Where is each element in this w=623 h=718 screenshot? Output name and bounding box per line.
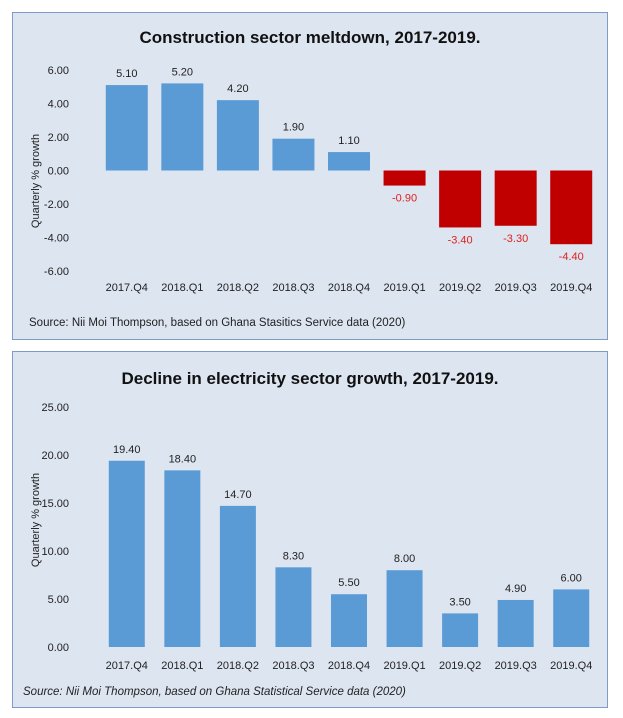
plot-area: 25.00 20.00 15.00 10.00 5.00 0.00 19.40 2017.Q4… bbox=[41, 402, 592, 672]
x-tick-label: 2019.Q3 bbox=[495, 660, 537, 672]
bar-2017.Q4 bbox=[105, 85, 148, 171]
x-tick-label: 2017.Q4 bbox=[106, 660, 148, 672]
x-tick-label: 2019.Q1 bbox=[383, 282, 425, 294]
bar-2018.Q4 bbox=[331, 594, 367, 647]
x-tick-label: 2018.Q4 bbox=[328, 282, 370, 294]
data-label: 4.90 bbox=[505, 583, 526, 595]
data-label: 1.90 bbox=[283, 122, 304, 134]
data-label: 1.10 bbox=[338, 135, 359, 147]
data-label: -4.40 bbox=[559, 251, 584, 263]
y-axis-label: Quarterly % growth bbox=[30, 134, 42, 228]
x-tick-label: 2018.Q3 bbox=[272, 660, 314, 672]
y-tick-label: -4.00 bbox=[44, 233, 69, 245]
bar-2018.Q1 bbox=[164, 470, 201, 647]
source-note: Source: Nii Moi Thompson, based on Ghana… bbox=[29, 317, 405, 329]
bar-2019.Q3 bbox=[494, 170, 537, 226]
bar-2018.Q1 bbox=[161, 83, 204, 171]
data-label: 19.40 bbox=[113, 444, 141, 456]
y-tick-label: 0.00 bbox=[48, 642, 69, 654]
x-tick-label: 2018.Q3 bbox=[272, 282, 314, 294]
bar-2019.Q1 bbox=[383, 170, 426, 186]
x-tick-label: 2019.Q2 bbox=[439, 660, 481, 672]
bar-2018.Q4 bbox=[328, 152, 370, 171]
chart-title: Construction sector meltdown, 2017-2019. bbox=[139, 28, 480, 47]
data-label: 14.70 bbox=[224, 489, 252, 501]
construction-chart-panel: Construction sector meltdown, 2017-2019.… bbox=[12, 12, 608, 340]
bar-2018.Q2 bbox=[216, 100, 259, 171]
bar-2019.Q4 bbox=[550, 170, 593, 245]
data-label: 6.00 bbox=[561, 572, 582, 584]
x-tick-label: 2019.Q2 bbox=[439, 282, 481, 294]
bar-2018.Q2 bbox=[219, 505, 256, 647]
electricity-chart: Decline in electricity sector growth, 20… bbox=[23, 369, 592, 698]
data-label: -3.30 bbox=[503, 233, 528, 245]
x-tick-label: 2018.Q4 bbox=[328, 660, 370, 672]
data-label: 8.30 bbox=[283, 550, 304, 562]
plot-area: 6.00 4.00 2.00 0.00 -2.00 -4.00 -6.00 5.10 2017.… bbox=[44, 65, 592, 294]
data-label: 5.20 bbox=[172, 66, 193, 78]
y-tick-label: 10.00 bbox=[41, 546, 69, 558]
data-label: -0.90 bbox=[392, 193, 417, 205]
chart-title: Decline in electricity sector growth, 20… bbox=[122, 369, 499, 388]
x-tick-label: 2018.Q1 bbox=[161, 660, 203, 672]
y-tick-label: 6.00 bbox=[48, 65, 69, 77]
y-tick-label: 4.00 bbox=[48, 99, 69, 111]
y-tick-label: 5.00 bbox=[48, 594, 69, 606]
data-label: 18.40 bbox=[169, 453, 197, 465]
bar-2019.Q1 bbox=[386, 570, 423, 647]
bar-2019.Q3 bbox=[497, 599, 534, 647]
data-label: 3.50 bbox=[449, 596, 470, 608]
construction-chart: Construction sector meltdown, 2017-2019.… bbox=[29, 28, 592, 329]
x-tick-label: 2019.Q3 bbox=[495, 282, 537, 294]
y-tick-label: 2.00 bbox=[48, 132, 69, 144]
y-tick-label: 25.00 bbox=[41, 402, 69, 414]
x-tick-label: 2018.Q2 bbox=[217, 282, 259, 294]
electricity-chart-panel: Decline in electricity sector growth, 20… bbox=[12, 351, 608, 708]
data-label: 5.10 bbox=[116, 68, 137, 80]
y-tick-label: -6.00 bbox=[44, 266, 69, 278]
x-tick-label: 2019.Q1 bbox=[383, 660, 425, 672]
x-tick-label: 2018.Q2 bbox=[217, 660, 259, 672]
y-tick-label: 20.00 bbox=[41, 450, 69, 462]
data-label: 5.50 bbox=[338, 577, 359, 589]
bar-2018.Q3 bbox=[272, 138, 315, 171]
bar-2017.Q4 bbox=[108, 460, 145, 647]
x-tick-label: 2017.Q4 bbox=[106, 282, 148, 294]
bar-2019.Q2 bbox=[442, 613, 479, 647]
y-tick-label: -2.00 bbox=[44, 199, 69, 211]
bar-2019.Q2 bbox=[439, 170, 482, 228]
data-label: 8.00 bbox=[394, 553, 415, 565]
x-tick-label: 2019.Q4 bbox=[550, 660, 592, 672]
data-label: 4.20 bbox=[227, 83, 248, 95]
y-axis-label: Quarterly % growth bbox=[30, 473, 42, 567]
y-tick-label: 0.00 bbox=[48, 166, 69, 178]
bar-2018.Q3 bbox=[275, 567, 312, 647]
y-tick-label: 15.00 bbox=[41, 498, 69, 510]
bar-2019.Q4 bbox=[553, 589, 590, 647]
data-label: -3.40 bbox=[448, 234, 473, 246]
x-tick-label: 2018.Q1 bbox=[161, 282, 203, 294]
x-tick-label: 2019.Q4 bbox=[550, 282, 592, 294]
source-note: Source: Nii Moi Thompson, based on Ghana… bbox=[23, 686, 406, 698]
